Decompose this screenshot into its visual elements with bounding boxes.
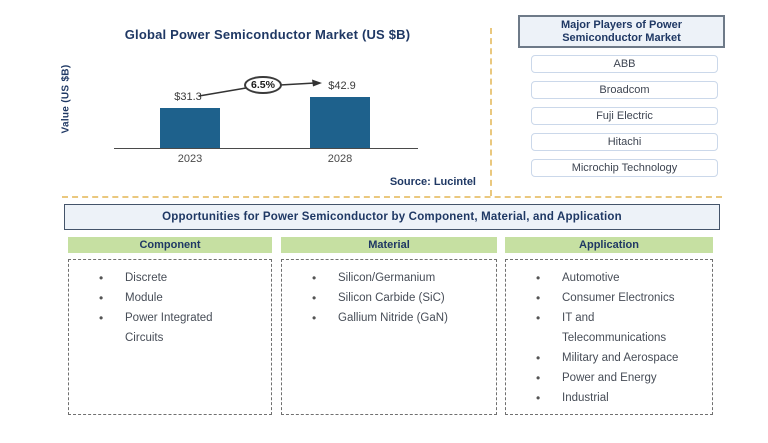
list-item: Gallium Nitride (GaN)	[282, 308, 496, 328]
column-header-application: Application	[505, 237, 713, 253]
material-list-box: Silicon/Germanium Silicon Carbide (SiC) …	[281, 259, 497, 415]
players-list: ABB Broadcom Fuji Electric Hitachi Micro…	[531, 55, 718, 177]
column-header-component: Component	[68, 237, 272, 253]
bar-2023	[160, 108, 220, 149]
list-item: Silicon/Germanium	[282, 268, 496, 288]
component-list-box: Discrete Module Power Integrated Circuit…	[68, 259, 272, 415]
player-item: ABB	[531, 55, 718, 73]
x-axis-line	[114, 148, 418, 149]
list-item: Automotive	[506, 268, 712, 288]
players-panel-title: Major Players of Power Semiconductor Mar…	[518, 15, 725, 48]
bar-value-2023: $31.3	[174, 91, 202, 103]
player-item: Fuji Electric	[531, 107, 718, 125]
player-item: Hitachi	[531, 133, 718, 151]
chart-title: Global Power Semiconductor Market (US $B…	[124, 27, 411, 42]
player-item: Microchip Technology	[531, 159, 718, 177]
list-item: IT and Telecommunications	[506, 308, 712, 348]
growth-rate-badge: 6.5%	[244, 76, 282, 94]
column-header-material: Material	[281, 237, 497, 253]
list-item: Module	[69, 288, 271, 308]
list-item: Silicon Carbide (SiC)	[282, 288, 496, 308]
source-credit: Source: Lucintel	[389, 176, 476, 188]
x-tick-2028: 2028	[327, 153, 353, 165]
growth-arrow	[198, 79, 322, 97]
list-item: Discrete	[69, 268, 271, 288]
list-item: Consumer Electronics	[506, 288, 712, 308]
list-item: Power and Energy	[506, 368, 712, 388]
horizontal-dashed-separator	[62, 196, 722, 198]
vertical-dashed-separator	[490, 28, 492, 196]
list-item: Industrial	[506, 388, 712, 408]
component-list: Discrete Module Power Integrated Circuit…	[69, 268, 271, 348]
material-list: Silicon/Germanium Silicon Carbide (SiC) …	[282, 268, 496, 328]
application-list: Automotive Consumer Electronics IT and T…	[506, 268, 712, 408]
application-list-box: Automotive Consumer Electronics IT and T…	[505, 259, 713, 415]
bar-2028	[310, 97, 370, 149]
player-item: Broadcom	[531, 81, 718, 99]
x-tick-2023: 2023	[177, 153, 203, 165]
opportunities-banner: Opportunities for Power Semiconductor by…	[64, 204, 720, 230]
list-item: Military and Aerospace	[506, 348, 712, 368]
list-item: Power Integrated Circuits	[69, 308, 271, 348]
bar-value-2028: $42.9	[328, 80, 356, 92]
